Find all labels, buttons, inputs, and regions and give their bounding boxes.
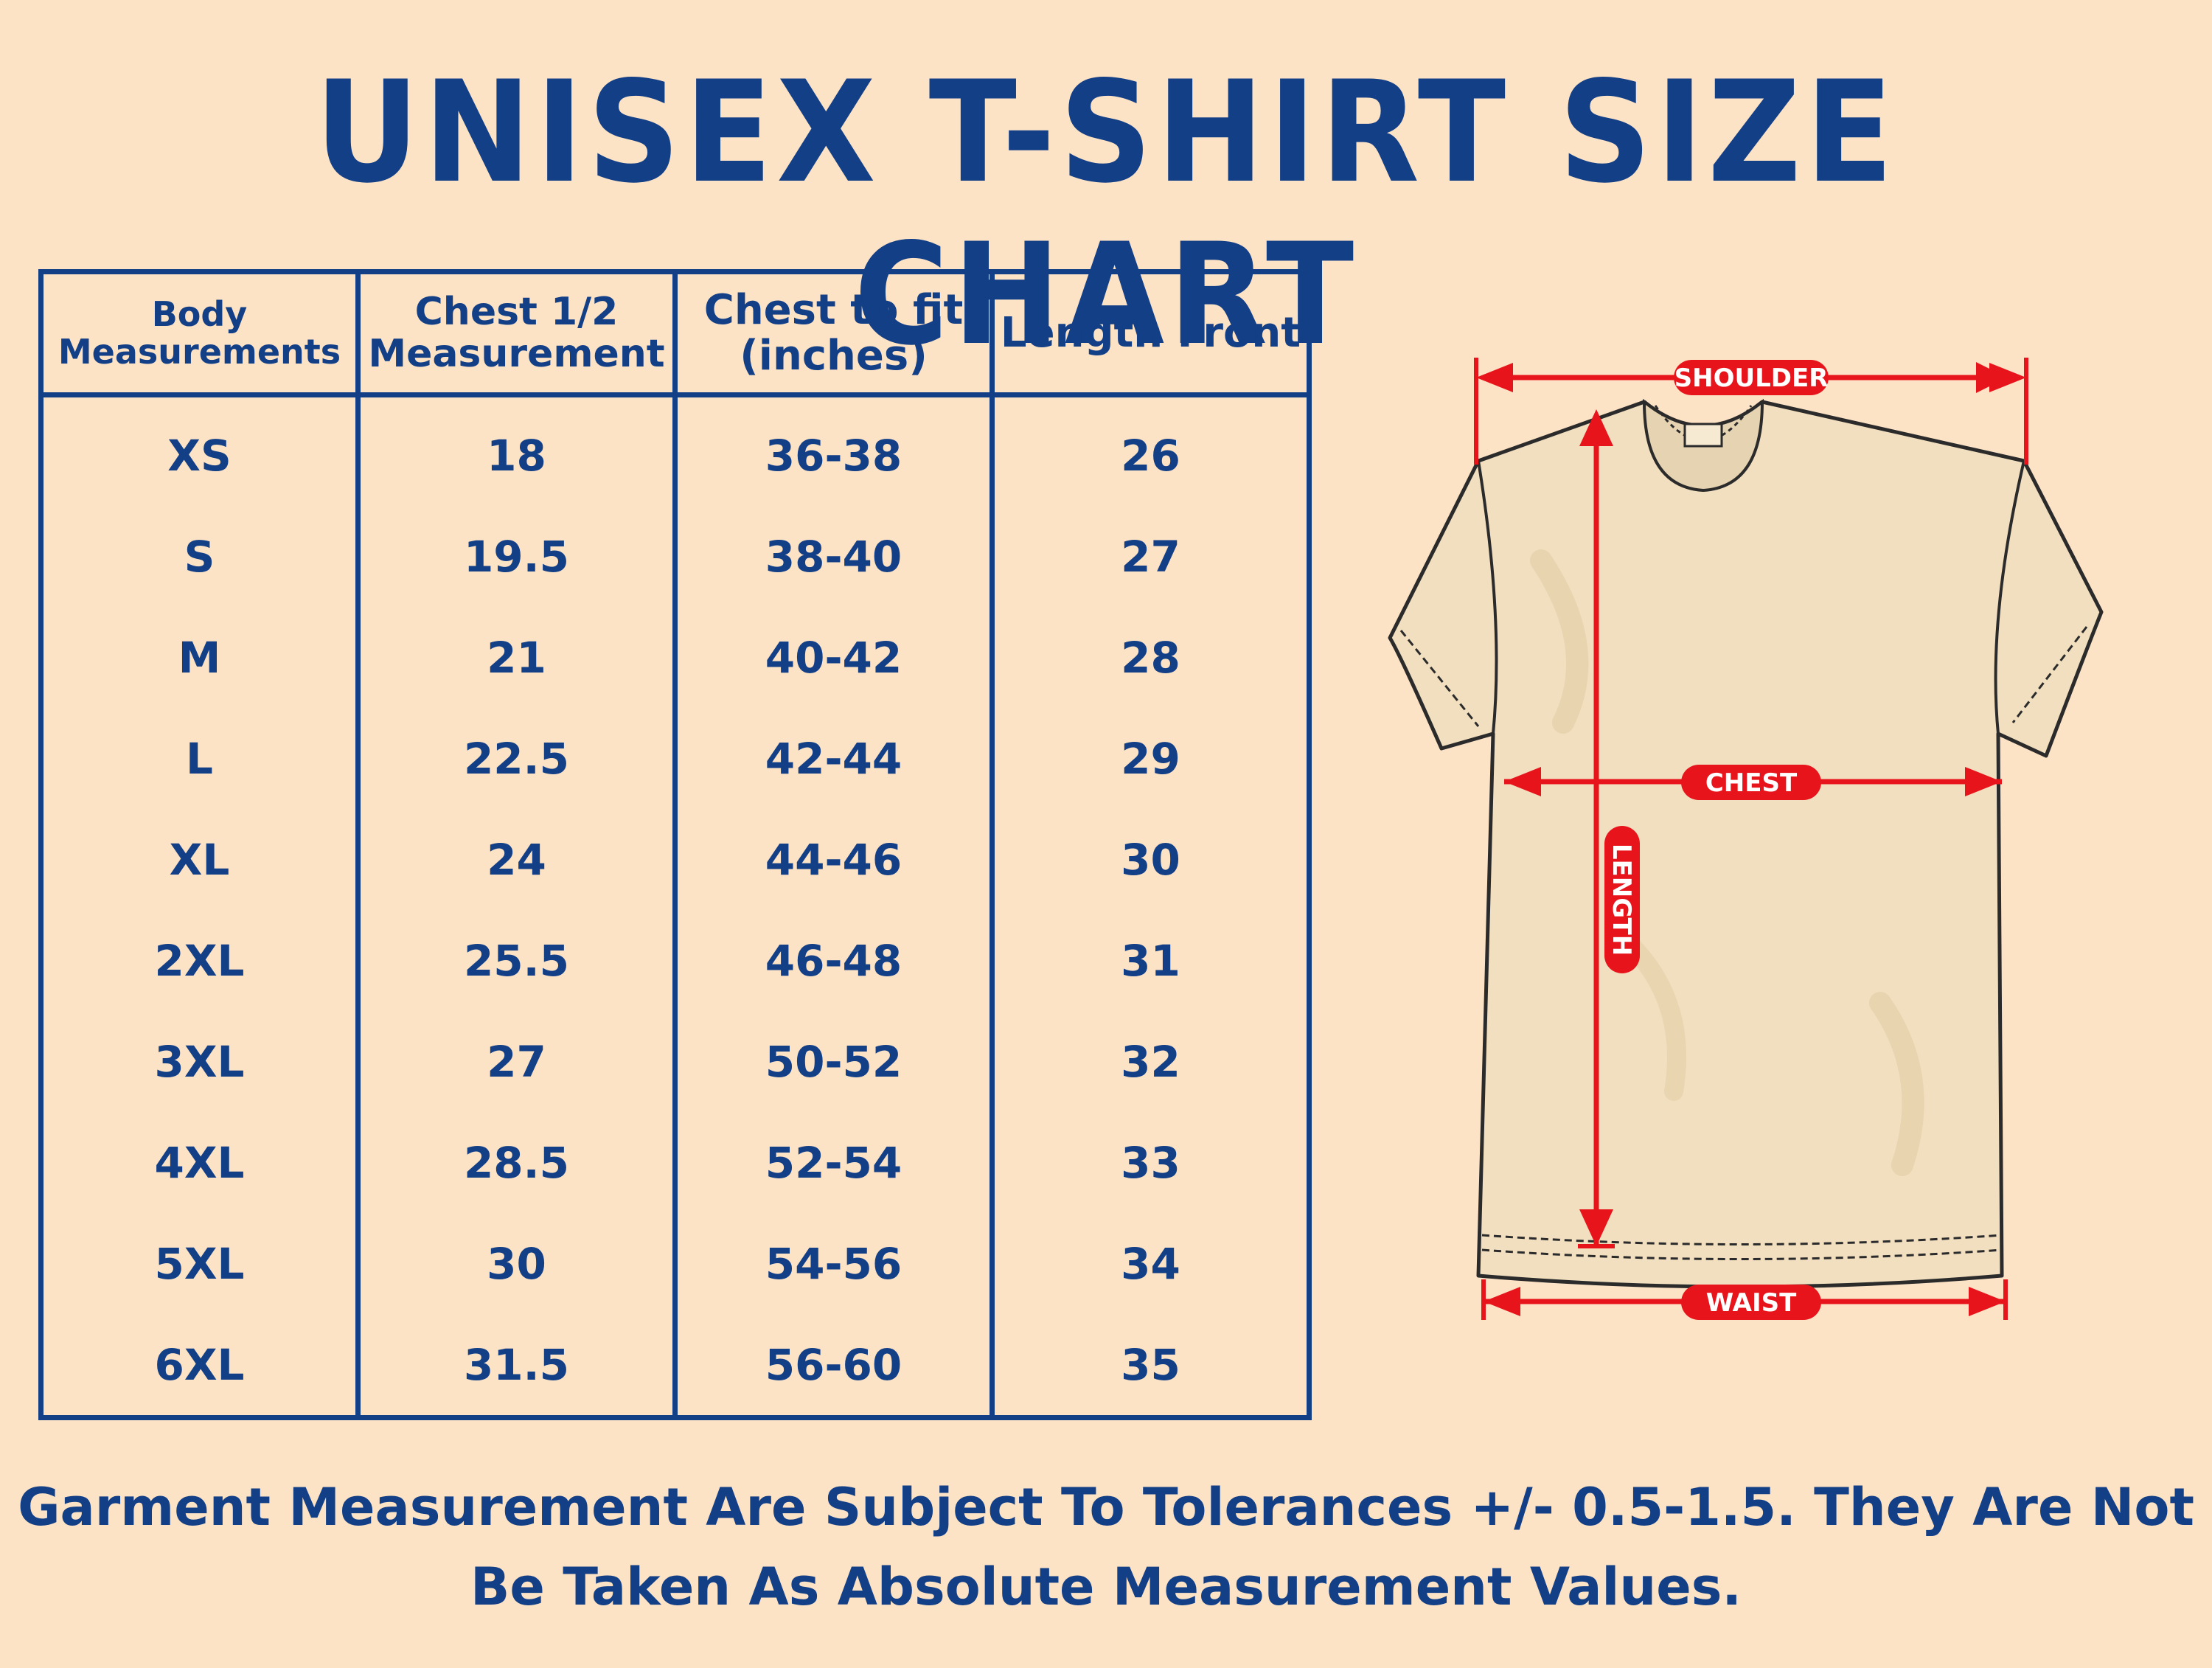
table-cell: 50-52 — [672, 1011, 995, 1112]
table-cell: 2XL — [38, 910, 361, 1011]
header-line: (inches) — [740, 332, 928, 380]
table-cell: 4XL — [38, 1112, 361, 1213]
tshirt-diagram: SHOULDER CHEST LENGTH WAIST — [1388, 358, 2104, 1320]
header-line: Length Front — [1000, 309, 1301, 358]
table-cell: 21 — [355, 607, 678, 708]
table-cell: 6XL — [38, 1314, 361, 1420]
shoulder-label: SHOULDER — [1674, 364, 1829, 393]
table-cell: 27 — [990, 506, 1312, 607]
table-cell: 54-56 — [672, 1213, 995, 1314]
table-cell: 31.5 — [355, 1314, 678, 1420]
header-line: Measurements — [58, 332, 341, 372]
header-body-measurements: Body Measurements — [38, 269, 361, 397]
table-cell: 38-40 — [672, 506, 995, 607]
table-cell: 28.5 — [355, 1112, 678, 1213]
waist-arrow: WAIST — [1481, 1279, 2008, 1320]
header-line: Chest 1/2 — [414, 289, 619, 334]
shoulder-arrow: SHOULDER — [1474, 358, 2028, 465]
table-cell: 29 — [990, 708, 1312, 809]
table-cell: 31 — [990, 910, 1312, 1011]
tolerance-note-line: Garment Measurement Are Subject To Toler… — [18, 1477, 2194, 1537]
table-cell: S — [38, 506, 361, 607]
table-cell: XS — [38, 395, 361, 506]
table-row: M 21 40-42 28 — [38, 607, 1312, 708]
table-cell: 30 — [990, 809, 1312, 910]
table-row: 2XL 25.5 46-48 31 — [38, 910, 1312, 1011]
table-cell: 22.5 — [355, 708, 678, 809]
table-cell: 28 — [990, 607, 1312, 708]
table-cell: 32 — [990, 1011, 1312, 1112]
table-cell: L — [38, 708, 361, 809]
table-cell: 26 — [990, 395, 1312, 506]
size-table: Body Measurements Chest 1/2 Measurement … — [38, 269, 1312, 1420]
table-cell: 19.5 — [355, 506, 678, 607]
chest-label: CHEST — [1705, 768, 1798, 798]
table-cell: 25.5 — [355, 910, 678, 1011]
table-row: L 22.5 42-44 29 — [38, 708, 1312, 809]
tshirt-icon — [1388, 398, 2104, 1289]
table-row: 4XL 28.5 52-54 33 — [38, 1112, 1312, 1213]
table-cell: 27 — [355, 1011, 678, 1112]
table-row: 5XL 30 54-56 34 — [38, 1213, 1312, 1314]
table-cell: 42-44 — [672, 708, 995, 809]
table-row: 6XL 31.5 56-60 35 — [38, 1314, 1312, 1420]
length-label: LENGTH — [1607, 844, 1636, 956]
table-cell: 36-38 — [672, 395, 995, 506]
table-cell: XL — [38, 809, 361, 910]
table-cell: 34 — [990, 1213, 1312, 1314]
table-row: 3XL 27 50-52 32 — [38, 1011, 1312, 1112]
table-cell: 52-54 — [672, 1112, 995, 1213]
table-cell: 56-60 — [672, 1314, 995, 1420]
table-cell: M — [38, 607, 361, 708]
tolerance-note-line: Be Taken As Absolute Measurement Values. — [470, 1557, 1742, 1617]
table-row: XL 24 44-46 30 — [38, 809, 1312, 910]
header-line: Body — [151, 294, 248, 335]
table-cell: 35 — [990, 1314, 1312, 1420]
table-cell: 24 — [355, 809, 678, 910]
header-chest-to-fit: Chest to fit (inches) — [672, 269, 995, 397]
tolerance-note: Garment Measurement Are Subject To Toler… — [0, 1467, 2212, 1627]
header-length-front: Length Front — [990, 269, 1312, 397]
table-cell: 5XL — [38, 1213, 361, 1314]
table-cell: 44-46 — [672, 809, 995, 910]
table-cell: 40-42 — [672, 607, 995, 708]
table-cell: 3XL — [38, 1011, 361, 1112]
table-cell: 30 — [355, 1213, 678, 1314]
length-arrow: LENGTH — [1578, 409, 1640, 1248]
table-cell: 18 — [355, 395, 678, 506]
chest-arrow: CHEST — [1504, 765, 2002, 800]
waist-label: WAIST — [1706, 1288, 1797, 1318]
table-cell: 46-48 — [672, 910, 995, 1011]
table-cell: 33 — [990, 1112, 1312, 1213]
header-line: Measurement — [368, 332, 665, 376]
table-header-row: Body Measurements Chest 1/2 Measurement … — [38, 269, 1312, 397]
table-row: XS 18 36-38 26 — [38, 395, 1312, 506]
header-chest-half: Chest 1/2 Measurement — [355, 269, 678, 397]
header-line: Chest to fit — [703, 286, 964, 335]
table-row: S 19.5 38-40 27 — [38, 506, 1312, 607]
